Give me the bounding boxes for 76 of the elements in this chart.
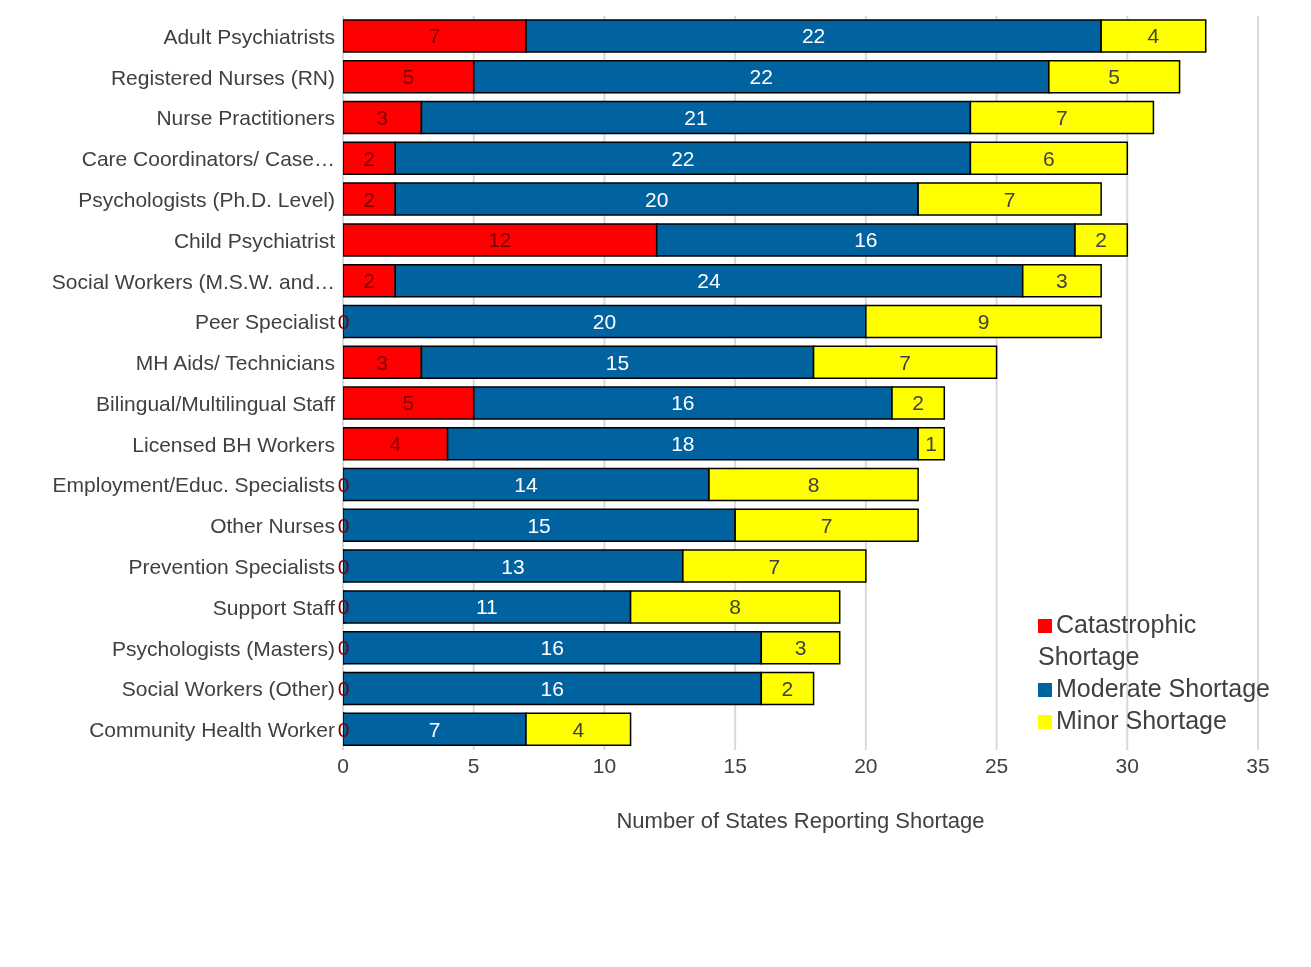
data-label: 16	[540, 636, 564, 660]
data-label: 3	[1056, 269, 1068, 293]
data-label: 16	[854, 228, 878, 252]
data-label: 8	[807, 473, 820, 497]
data-label: 2	[912, 391, 924, 415]
data-label: 11	[475, 595, 498, 619]
data-label: 20	[592, 309, 617, 333]
data-label: 3	[376, 106, 389, 130]
data-label: 5	[1108, 65, 1121, 89]
x-tick-label: 30	[1115, 753, 1139, 777]
data-label: 14	[514, 473, 538, 497]
data-label: 15	[527, 513, 551, 537]
data-label: 7	[820, 513, 833, 537]
y-tick-label: Social Workers (M.S.W. and…	[51, 269, 335, 293]
x-tick-label: 25	[984, 753, 1009, 777]
y-tick-label: Nurse Practitioners	[156, 106, 335, 130]
data-label: 7	[1056, 106, 1068, 130]
data-label: 24	[697, 269, 721, 293]
y-tick-label: Support Staff	[212, 595, 336, 619]
data-label: 22	[801, 24, 826, 48]
data-label: 7	[1003, 187, 1016, 211]
data-label: 9	[977, 309, 990, 333]
x-tick-label: 35	[1246, 753, 1270, 777]
data-label: 7	[899, 350, 911, 374]
y-tick-label: Licensed BH Workers	[132, 432, 335, 456]
data-label: 5	[402, 65, 415, 89]
data-label: 2	[1095, 228, 1107, 252]
data-label: 7	[428, 717, 441, 741]
y-tick-label: MH Aids/ Technicians	[135, 351, 335, 375]
data-label: 2	[363, 146, 375, 170]
data-label: 2	[781, 676, 794, 700]
x-tick-label: 15	[723, 753, 747, 777]
data-label: 21	[684, 106, 708, 130]
data-label: 7	[768, 554, 781, 578]
data-label: 8	[729, 595, 741, 619]
y-tick-label: Child Psychiatrist	[173, 228, 336, 252]
data-label: 5	[402, 391, 415, 415]
data-label: 20	[645, 187, 669, 211]
data-label: 4	[572, 717, 585, 741]
x-tick-label: 10	[592, 753, 617, 777]
data-label: 7	[428, 24, 441, 48]
y-tick-label: Bilingual/Multilingual Staff	[96, 391, 336, 415]
legend-label: Catastrophic Shortage	[1038, 610, 1197, 670]
y-tick-label: Psychologists (Ph.D. Level)	[78, 187, 335, 211]
data-label: 3	[376, 350, 389, 374]
data-label: 16	[540, 676, 564, 700]
data-label: 2	[363, 269, 375, 293]
legend-label: Minor Shortage	[1056, 706, 1227, 734]
data-label: 2	[363, 187, 375, 211]
x-tick-label: 0	[337, 753, 349, 777]
data-label: 22	[749, 65, 773, 89]
data-label: 12	[488, 228, 512, 252]
y-tick-label: Adult Psychiatrists	[163, 24, 335, 48]
x-axis-title: Number of States Reporting Shortage	[616, 808, 985, 833]
y-tick-label: Registered Nurses (RN)	[110, 65, 335, 89]
y-tick-label: Care Coordinators/ Case…	[81, 147, 335, 171]
x-tick-label: 5	[467, 753, 480, 777]
data-label: 6	[1043, 146, 1055, 170]
legend-label: Moderate Shortage	[1056, 674, 1271, 702]
data-label: 15	[605, 350, 630, 374]
y-tick-label: Psychologists (Masters)	[112, 636, 335, 660]
data-label: 4	[389, 432, 402, 456]
y-tick-label: Other Nurses	[210, 514, 335, 538]
y-tick-label: Peer Specialist	[194, 310, 336, 334]
data-label: 1	[925, 432, 938, 456]
data-label: 18	[671, 432, 695, 456]
data-label: 16	[671, 391, 695, 415]
y-tick-label: Community Health Worker	[89, 718, 335, 742]
data-label: 4	[1147, 24, 1160, 48]
data-label: 13	[501, 554, 525, 578]
x-tick-label: 20	[854, 753, 878, 777]
data-label: 22	[671, 146, 695, 170]
y-tick-label: Employment/Educ. Specialists	[52, 473, 335, 497]
y-tick-label: Social Workers (Other)	[121, 677, 335, 701]
y-tick-label: Prevention Specialists	[128, 554, 335, 578]
data-label: 3	[794, 636, 807, 660]
